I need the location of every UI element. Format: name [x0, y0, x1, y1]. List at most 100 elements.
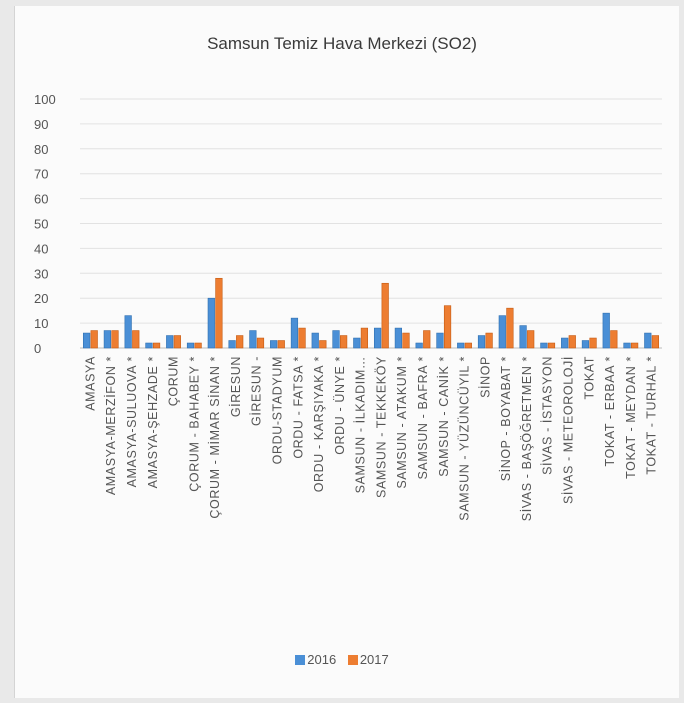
bar-2016-20 — [498, 315, 506, 349]
bar-2017-1 — [111, 330, 119, 349]
bar-2016-16 — [415, 342, 423, 349]
legend-label-2016: 2016 — [307, 652, 337, 667]
bar-2017-16 — [423, 330, 431, 349]
x-tick-label: GİRESUN - — [250, 356, 264, 426]
x-tick-label: TOKAT — [582, 356, 596, 400]
legend-item-2017: 2017 — [347, 652, 389, 667]
x-tick-label: AMASYA — [83, 356, 97, 411]
bar-2017-20 — [506, 307, 514, 349]
bar-2017-18 — [464, 342, 472, 349]
bar-2017-17 — [443, 305, 452, 349]
x-tick-label: SAMSUN - ATAKUM * — [395, 356, 409, 489]
bar-2016-1 — [103, 330, 111, 349]
x-tick-label: ORDU - FATSA * — [291, 356, 305, 459]
bar-2017-8 — [256, 337, 265, 349]
bar-2016-14 — [373, 327, 382, 349]
bar-2016-3 — [145, 342, 153, 349]
bar-2016-18 — [457, 342, 465, 349]
bar-2017-2 — [132, 330, 140, 349]
x-tick-label: SİVAS - BAŞÖĞRETMEN * — [519, 356, 534, 521]
bar-2017-5 — [194, 342, 202, 349]
bar-2017-3 — [152, 342, 161, 349]
bar-2016-26 — [623, 342, 631, 349]
bar-2017-21 — [527, 330, 535, 349]
y-tick-label: 100 — [34, 92, 56, 107]
x-tick-label: SAMSUN - BAFRA * — [416, 356, 430, 480]
x-tick-label: SİNOP — [478, 356, 492, 398]
bar-2016-10 — [290, 317, 299, 349]
y-tick-label: 30 — [34, 266, 48, 281]
y-tick-label: 70 — [34, 167, 48, 182]
bar-2016-23 — [561, 337, 569, 349]
bar-2017-7 — [236, 335, 244, 349]
bar-2016-9 — [270, 340, 278, 349]
x-tick-label: SAMSUN - TEKKEKÖY — [374, 356, 388, 498]
bar-2016-0 — [82, 332, 91, 349]
bar-2016-5 — [186, 342, 195, 349]
chart-legend: 2016 2017 — [0, 652, 684, 668]
y-tick-label: 40 — [34, 241, 48, 256]
x-tick-label: SİVAS - İSTASYON — [541, 356, 555, 475]
legend-swatch-2017 — [347, 654, 358, 665]
bar-2016-2 — [124, 315, 132, 349]
y-tick-label: 60 — [34, 192, 48, 207]
bar-2016-11 — [311, 332, 319, 349]
x-tick-label: ORDU - ÜNYE * — [333, 356, 347, 455]
bar-2017-15 — [402, 332, 410, 349]
x-tick-label: ÇORUM - MİMAR SİNAN * — [208, 356, 222, 519]
bar-2016-19 — [477, 335, 486, 349]
x-tick-label: GİRESUN — [229, 356, 243, 417]
bar-2017-23 — [568, 335, 576, 349]
bar-2017-9 — [277, 340, 285, 349]
y-tick-label: 90 — [34, 117, 48, 132]
bar-2016-21 — [519, 325, 527, 349]
bar-2017-10 — [298, 327, 306, 349]
bar-2016-22 — [540, 342, 548, 349]
bar-2017-0 — [90, 330, 98, 349]
bar-2017-11 — [319, 340, 327, 349]
bar-2016-4 — [166, 335, 174, 349]
bar-2017-6 — [215, 277, 223, 349]
bar-2017-24 — [589, 337, 597, 349]
x-tick-label: ORDU - KARŞIYAKA * — [312, 356, 326, 492]
x-tick-label: AMASYA-SULUOVA * — [125, 356, 139, 487]
y-tick-label: 50 — [34, 217, 48, 232]
bar-2016-27 — [644, 332, 652, 349]
bar-2017-26 — [631, 342, 639, 349]
bar-2016-17 — [436, 332, 444, 349]
y-tick-label: 0 — [34, 341, 41, 356]
bar-2017-14 — [381, 282, 389, 349]
y-tick-label: 20 — [34, 291, 48, 306]
x-tick-label: TOKAT - MEYDAN * — [624, 356, 638, 479]
bar-2017-19 — [485, 332, 493, 349]
x-tick-label: ÇORUM - BAHABEY * — [187, 356, 201, 492]
bar-2017-25 — [610, 330, 618, 349]
x-tick-label: SİVAS - METEOROLOJİ — [561, 356, 575, 504]
y-tick-label: 80 — [34, 142, 48, 157]
bar-2016-15 — [394, 327, 402, 349]
x-tick-label: ÇORUM — [167, 356, 181, 406]
x-tick-label: SAMSUN - CANİK * — [437, 356, 451, 477]
bar-2017-13 — [360, 327, 369, 349]
legend-swatch-2016 — [295, 654, 306, 665]
x-tick-label: AMASYA-ŞEHZADE * — [146, 356, 160, 488]
bar-2017-12 — [340, 335, 348, 349]
bar-2016-8 — [249, 330, 257, 349]
legend-label-2017: 2017 — [359, 652, 389, 667]
x-tick-label: SAMSUN - YÜZÜNCÜYIL * — [458, 356, 472, 521]
bar-2016-25 — [602, 312, 610, 349]
x-tick-label: AMASYA-MERZİFON * — [104, 356, 118, 495]
bar-2016-12 — [332, 330, 340, 349]
bar-2016-13 — [353, 337, 361, 349]
bar-2017-22 — [547, 342, 556, 349]
y-tick-label: 10 — [34, 316, 48, 331]
x-tick-label: ORDU-STADYUM — [270, 356, 284, 464]
x-tick-label: SAMSUN - İLKADIM… — [354, 356, 368, 493]
x-tick-label: TOKAT - ERBAA * — [603, 356, 617, 466]
bar-2017-27 — [651, 335, 660, 349]
bar-2016-7 — [228, 340, 236, 349]
chart-panel — [14, 6, 679, 698]
x-tick-label: SİNOP - BOYABAT * — [499, 356, 513, 481]
bar-2016-24 — [581, 340, 590, 349]
